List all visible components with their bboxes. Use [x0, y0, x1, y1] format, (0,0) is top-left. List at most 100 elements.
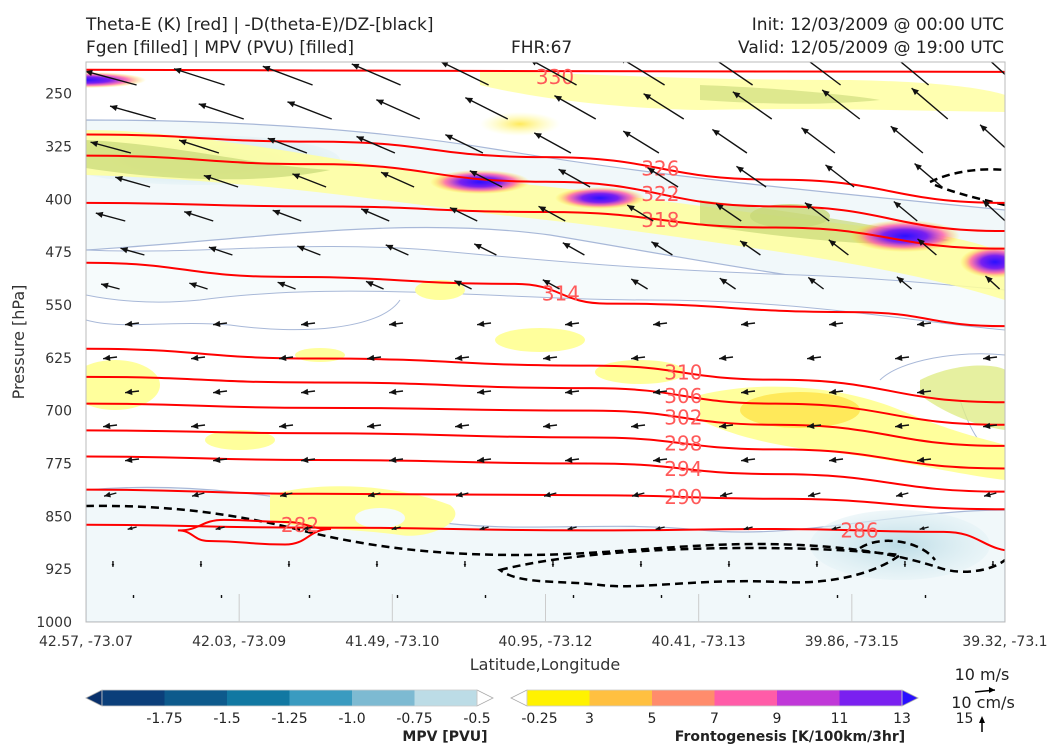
- y-tick-label: 325: [45, 140, 72, 156]
- wind-vector-head: [267, 137, 276, 144]
- wind-vector-head: [977, 49, 984, 56]
- wind-vector-head: [90, 140, 99, 147]
- wind-vector-head: [308, 596, 311, 598]
- y-tick-label: 400: [45, 192, 72, 208]
- wind-vector-head: [356, 136, 365, 143]
- colorbar-swatch: [227, 690, 290, 706]
- wind-vector-head: [297, 245, 305, 252]
- colorbar-swatch: [652, 690, 715, 706]
- wind-vector-head: [565, 388, 573, 395]
- wind-vector-head: [199, 563, 203, 567]
- wind-vector-head: [829, 456, 837, 463]
- wind-vector-head: [367, 422, 375, 429]
- theta-e-contour-line: [177, 518, 332, 546]
- forecast-hour: FHR:67: [511, 38, 573, 58]
- wind-vector-head: [639, 563, 643, 567]
- wind-vector-head: [632, 491, 639, 498]
- wind-vector-head: [924, 596, 927, 598]
- wind-vector-head: [919, 526, 925, 531]
- colorbar-tick-label: 7: [710, 711, 719, 727]
- wind-vector-head: [565, 320, 573, 327]
- wind-vector-head: [562, 242, 571, 249]
- wind-vector-head: [292, 173, 301, 180]
- y-axis: 250 325 400 475 550 625 700 775 850 925 1000: [36, 87, 72, 631]
- colorbar-swatch: [839, 690, 903, 706]
- wind-vector-head: [456, 491, 463, 498]
- wind-vector-head: [534, 132, 542, 139]
- colorbar-swatch: [102, 690, 165, 706]
- wind-vector-head: [455, 354, 463, 361]
- wind-vector-shaft: [533, 62, 577, 86]
- y-tick-label: 775: [45, 457, 72, 473]
- reference-arrowhead-horizontal: [989, 687, 995, 693]
- wind-vector-head: [351, 63, 360, 70]
- wind-vector-head: [103, 422, 111, 429]
- wind-vector-shaft: [465, 97, 509, 120]
- wind-vector-head: [179, 139, 187, 146]
- theta-e-contour-label: 330: [536, 65, 574, 89]
- wind-vector-head: [655, 526, 661, 531]
- wind-vector-head: [543, 422, 551, 429]
- wind-vector-head: [104, 491, 111, 498]
- wind-vector-head: [720, 491, 727, 498]
- wind-vector-head: [86, 69, 93, 77]
- wind-vector-shaft: [86, 70, 137, 86]
- wind-vector-head: [822, 89, 830, 97]
- wind-vector-head: [984, 491, 991, 498]
- x-axis-label: Latitude,Longitude: [470, 655, 621, 674]
- wind-vector-shaft: [262, 65, 313, 86]
- wind-vector-head: [477, 388, 485, 395]
- wind-vector-shaft: [376, 99, 421, 120]
- wind-vector-head: [627, 205, 635, 212]
- wind-vector-shaft: [643, 93, 685, 120]
- theta-e-contour-line: [86, 455, 1005, 493]
- wind-vector-head: [888, 51, 895, 58]
- colorbar-swatch: [714, 690, 778, 706]
- wind-vector-head: [740, 240, 748, 248]
- wind-vector-head: [554, 95, 563, 102]
- wind-vector-head: [808, 491, 815, 498]
- wind-vector-head: [911, 88, 919, 96]
- wind-vector-head: [831, 526, 837, 531]
- theta-e-contour-label: 302: [664, 406, 702, 430]
- y-tick-label: 925: [45, 562, 72, 578]
- theta-e-contour-line: [86, 402, 1005, 447]
- wind-vector-head: [660, 596, 663, 598]
- theta-e-contour-label: 294: [664, 457, 702, 481]
- wind-vector-head: [125, 388, 133, 395]
- colorbar-swatch: [414, 690, 478, 706]
- wind-vector-head: [798, 53, 805, 60]
- wind-vector-head: [719, 422, 727, 429]
- wind-vector-head: [391, 526, 397, 531]
- wind-vector-head: [896, 276, 905, 284]
- colorbar-tick-label: -1.5: [213, 711, 240, 727]
- x-tick-label: 42.57, -73.07: [39, 634, 133, 650]
- wind-vector-head: [551, 563, 555, 567]
- wind-vector-head: [367, 354, 375, 361]
- wind-vector-head: [748, 596, 751, 598]
- y-axis-label: Pressure [hPa]: [9, 285, 28, 400]
- wind-vector-shaft: [198, 103, 244, 120]
- wind-vector-shaft: [351, 63, 401, 86]
- wind-vector-head: [741, 388, 749, 395]
- wind-vector-head: [914, 163, 922, 171]
- y-tick-label: 1000: [36, 615, 72, 631]
- frontogenesis-colorbar: 3 5 7 9 11 13 15: [510, 689, 973, 727]
- colorbar-tick-label: 11: [831, 711, 849, 727]
- wind-vector-head: [542, 279, 551, 286]
- wind-vector-head: [836, 596, 839, 598]
- wind-vector-head: [815, 563, 819, 567]
- colorbar-swatch: [164, 690, 228, 706]
- wind-vector-head: [287, 101, 296, 108]
- wind-vector-head: [479, 526, 485, 531]
- colorbar-swatch: [352, 690, 415, 706]
- wind-vector-shaft: [821, 89, 861, 120]
- wind-vector-shaft: [911, 87, 949, 120]
- wind-vector-head: [917, 238, 925, 246]
- y-tick-label: 850: [45, 509, 72, 525]
- wind-vector-shaft: [287, 101, 333, 120]
- wind-vector-head: [895, 354, 903, 361]
- colorbar-extend-right: [476, 689, 494, 707]
- wind-vector-head: [890, 126, 899, 134]
- colorbar-tick-label: -0.25: [521, 711, 557, 727]
